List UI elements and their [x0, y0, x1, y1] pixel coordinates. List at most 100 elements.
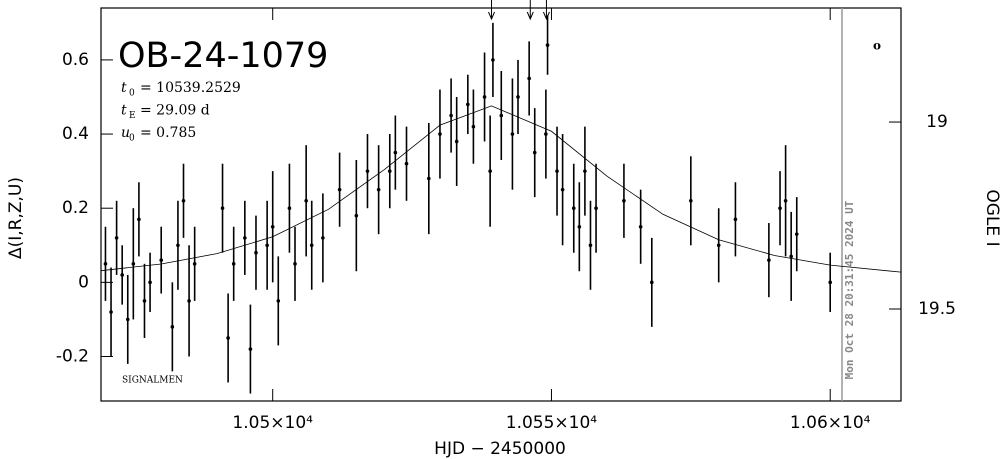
- data-point: [114, 236, 119, 240]
- data-point: [304, 198, 308, 203]
- data-point: [789, 254, 793, 259]
- data-point: [555, 169, 559, 173]
- data-point: [466, 102, 470, 107]
- x-tick-label: 1.05×10⁴: [232, 413, 313, 433]
- arrow: [488, 0, 495, 21]
- data-point: [192, 262, 197, 266]
- arrow: [526, 0, 534, 21]
- arrow: [542, 0, 550, 21]
- data-point: [159, 258, 164, 262]
- data-point: [248, 347, 253, 351]
- data-point: [588, 243, 593, 248]
- data-point: [309, 243, 314, 248]
- param-symbol: t: [121, 103, 127, 119]
- data-point: [510, 132, 515, 136]
- data-point: [337, 187, 342, 192]
- data-point: [125, 317, 130, 322]
- data-point: [243, 236, 247, 240]
- data-point: [454, 139, 459, 144]
- data-point: [109, 310, 113, 314]
- data-point: [131, 262, 136, 266]
- points: [103, 15, 832, 394]
- data-point: [176, 243, 180, 248]
- x-axis-label: HJD − 2450000: [434, 439, 566, 459]
- data-point: [226, 336, 230, 340]
- y-tick-label: 0.6: [62, 50, 89, 70]
- data-point: [137, 217, 141, 222]
- data-point: [783, 198, 788, 203]
- data-point: [142, 299, 147, 303]
- data-point: [170, 325, 175, 329]
- data-point: [689, 198, 693, 203]
- data-point: [767, 258, 771, 262]
- data-point: [387, 169, 392, 173]
- data-point: [544, 132, 548, 136]
- y-tick-label: -0.2: [56, 347, 89, 367]
- y-tick-label: 0.2: [62, 198, 89, 218]
- y2-tick-label: 19: [926, 112, 948, 132]
- data-point: [778, 206, 782, 211]
- y2-axis-label: OGLE I: [982, 189, 1002, 246]
- data-point: [828, 280, 832, 285]
- data-point: [577, 224, 582, 229]
- y-axis-label: Δ(I,R,Z,U): [6, 177, 26, 259]
- param-subscript: E: [129, 111, 136, 121]
- data-point: [287, 206, 292, 211]
- data-point: [794, 232, 799, 236]
- data-point: [120, 273, 124, 277]
- data-point: [716, 243, 721, 248]
- model-curve: [100, 105, 902, 273]
- data-point: [488, 169, 492, 173]
- x-tick-label: 1.055×10⁴: [506, 413, 598, 433]
- data-point: [321, 236, 325, 240]
- y-tick-label: 0: [78, 272, 89, 292]
- data-point: [449, 113, 453, 118]
- data-point: [650, 280, 654, 285]
- data-point: [583, 169, 587, 173]
- data-point: [571, 206, 576, 211]
- data-point: [354, 213, 359, 218]
- data-point: [491, 58, 495, 62]
- y-tick-label: 0.4: [62, 124, 89, 144]
- corner-mark: o: [873, 39, 881, 53]
- data-point: [293, 262, 297, 266]
- data-point: [231, 262, 236, 266]
- param-value: = 0.785: [140, 125, 196, 141]
- data-point: [622, 198, 626, 203]
- data-point: [365, 169, 370, 173]
- data-point: [393, 150, 398, 155]
- data-point: [276, 299, 281, 303]
- data-point: [499, 113, 504, 118]
- data-point: [482, 95, 487, 99]
- timestamp: Mon Oct 28 20:31:45 2024 UT: [843, 200, 856, 379]
- data-point: [527, 76, 531, 81]
- data-point: [594, 206, 598, 211]
- data-point: [532, 150, 537, 155]
- data-point: [181, 198, 186, 203]
- data-point: [438, 132, 442, 136]
- param-value: = 29.09 d: [140, 103, 210, 119]
- data-point: [376, 187, 381, 192]
- param-symbol: u: [121, 125, 130, 141]
- credit: SIGNALMEN: [122, 376, 183, 386]
- data-point: [427, 176, 431, 181]
- data-point: [265, 243, 269, 248]
- data-point: [545, 43, 550, 47]
- data-point: [638, 224, 643, 229]
- data-point: [148, 280, 152, 285]
- data-point: [516, 95, 520, 99]
- data-point: [254, 250, 258, 255]
- x-tick-label: 1.06×10⁴: [790, 413, 871, 433]
- plot-frame: [100, 7, 902, 402]
- param-subscript: 0: [129, 89, 135, 99]
- data-point: [560, 187, 565, 192]
- param-symbol: t: [121, 80, 127, 96]
- y2-tick-label: 19.5: [918, 299, 956, 319]
- param-subscript: 0: [129, 134, 135, 144]
- data-point: [404, 161, 409, 166]
- data-point: [220, 206, 225, 211]
- param-value: = 10539.2529: [140, 80, 241, 96]
- chart-title: OB-24-1079: [118, 36, 328, 76]
